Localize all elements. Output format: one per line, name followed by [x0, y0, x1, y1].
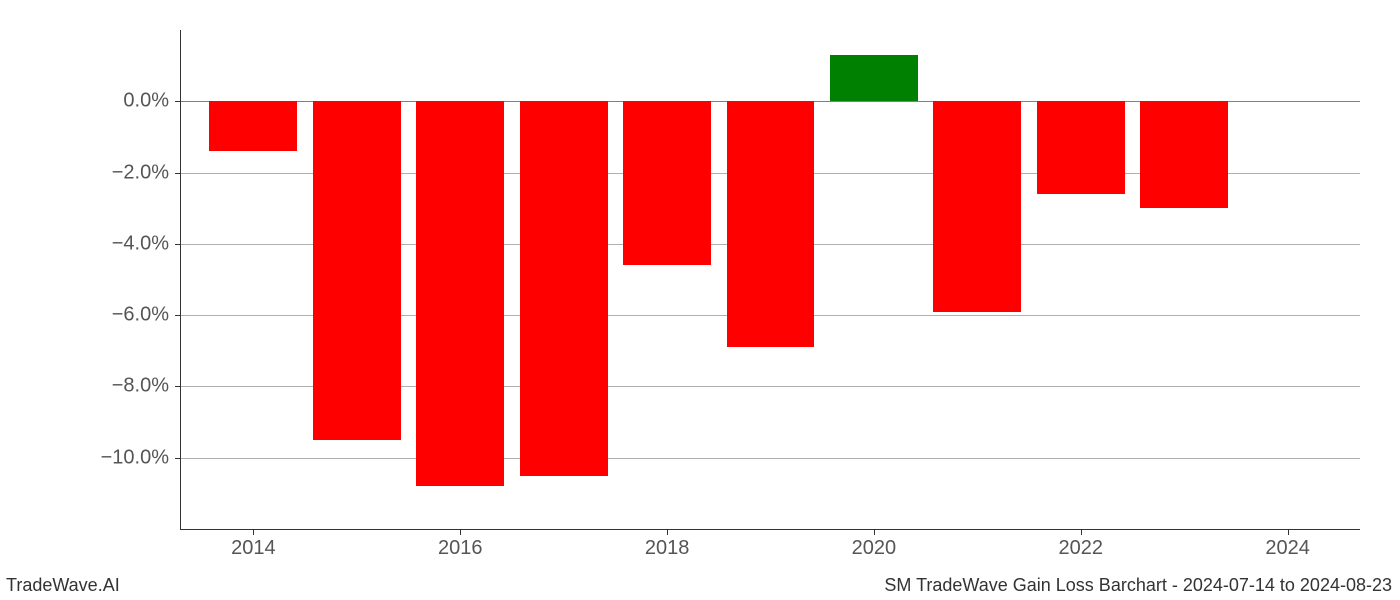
y-tick-label: −8.0% — [112, 375, 181, 398]
bar — [416, 101, 504, 486]
x-tick-label: 2014 — [231, 529, 276, 560]
x-tick-label: 2024 — [1265, 529, 1310, 560]
x-tick-label: 2022 — [1059, 529, 1104, 560]
y-tick-label: −10.0% — [101, 446, 181, 469]
bar — [727, 101, 815, 347]
bar — [313, 101, 401, 440]
bar — [520, 101, 608, 475]
footer-left-text: TradeWave.AI — [6, 575, 120, 596]
y-tick-label: 0.0% — [123, 90, 181, 113]
x-tick-label: 2016 — [438, 529, 483, 560]
x-tick-label: 2020 — [852, 529, 897, 560]
chart-container: 0.0% −2.0% −4.0% −6.0% −8.0% −10.0% 2014 2016 20… — [0, 0, 1400, 600]
bar — [623, 101, 711, 265]
bar — [209, 101, 297, 151]
y-tick-label: −2.0% — [112, 161, 181, 184]
bar — [830, 55, 918, 101]
bar — [1037, 101, 1125, 194]
footer-right-text: SM TradeWave Gain Loss Barchart - 2024-0… — [884, 575, 1392, 596]
bar — [1140, 101, 1228, 208]
gridline — [181, 458, 1360, 459]
y-tick-label: −4.0% — [112, 232, 181, 255]
y-tick-label: −6.0% — [112, 304, 181, 327]
x-tick-label: 2018 — [645, 529, 690, 560]
bar — [933, 101, 1021, 311]
plot-area: 0.0%−2.0%−4.0%−6.0%−8.0%−10.0%2014201620… — [180, 30, 1360, 530]
